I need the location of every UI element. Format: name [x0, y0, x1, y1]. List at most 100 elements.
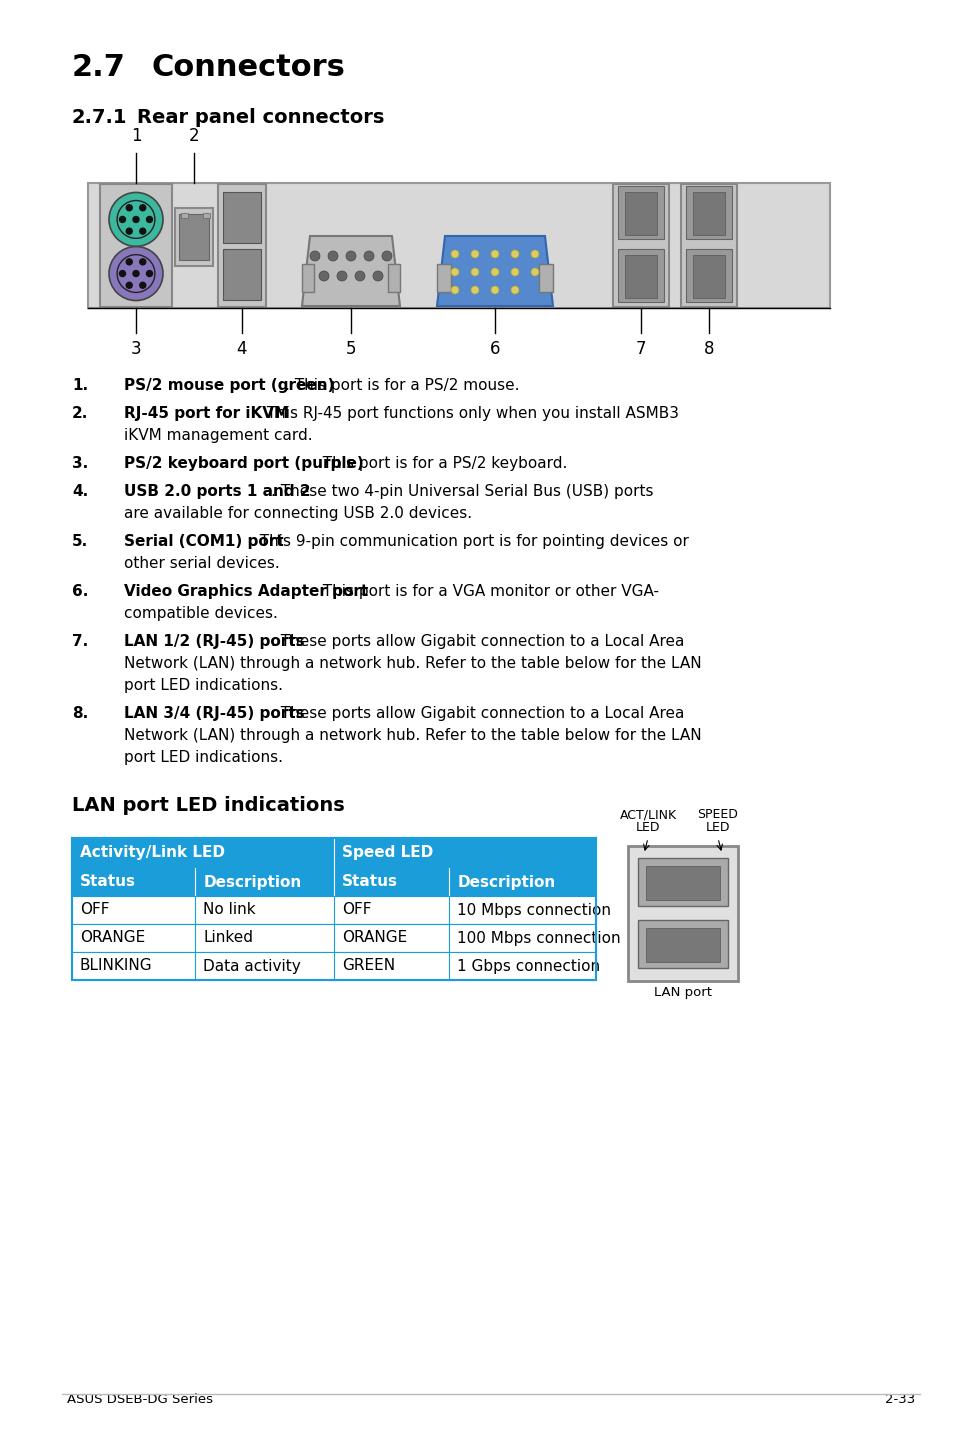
Bar	[71, 952, 596, 981]
Bar	[223, 193, 261, 243]
Text: . These two 4-pin Universal Serial Bus (USB) ports: . These two 4-pin Universal Serial Bus (…	[271, 485, 653, 499]
Bar	[618, 186, 663, 239]
Circle shape	[132, 270, 139, 276]
Text: LED: LED	[635, 821, 659, 834]
Text: LAN 1/2 (RJ-45) ports: LAN 1/2 (RJ-45) ports	[124, 634, 304, 649]
Text: Video Graphics Adapter port: Video Graphics Adapter port	[124, 584, 368, 600]
Circle shape	[451, 250, 458, 257]
Bar	[613, 184, 668, 306]
Text: ASUS DSEB-DG Series: ASUS DSEB-DG Series	[67, 1393, 213, 1406]
Circle shape	[126, 204, 132, 211]
Circle shape	[139, 204, 146, 211]
Circle shape	[491, 267, 498, 276]
Bar	[71, 869, 596, 896]
Circle shape	[139, 259, 146, 265]
Circle shape	[471, 250, 478, 257]
Circle shape	[119, 270, 126, 276]
Text: 7.: 7.	[71, 634, 89, 649]
Bar	[223, 249, 261, 301]
Text: Speed LED: Speed LED	[341, 846, 433, 860]
Bar	[71, 838, 596, 981]
Text: Data activity: Data activity	[203, 959, 300, 974]
Text: . This RJ-45 port functions only when you install ASMB3: . This RJ-45 port functions only when yo…	[256, 406, 679, 421]
Text: . These ports allow Gigabit connection to a Local Area: . These ports allow Gigabit connection t…	[271, 706, 683, 720]
Text: RJ-45 port for iKVM: RJ-45 port for iKVM	[124, 406, 289, 421]
Bar	[203, 213, 210, 219]
Bar	[685, 186, 731, 239]
Text: Network (LAN) through a network hub. Refer to the table below for the LAN: Network (LAN) through a network hub. Ref…	[124, 728, 700, 743]
Text: Description: Description	[456, 874, 555, 890]
Text: 2: 2	[189, 127, 199, 145]
Text: 1.: 1.	[71, 378, 88, 393]
Circle shape	[491, 250, 498, 257]
Text: 4: 4	[236, 339, 247, 358]
Bar	[624, 193, 657, 234]
Text: 1: 1	[131, 127, 141, 145]
Text: 7: 7	[635, 339, 645, 358]
Circle shape	[126, 259, 132, 265]
Circle shape	[511, 250, 518, 257]
Bar	[685, 249, 731, 302]
Circle shape	[471, 286, 478, 293]
Circle shape	[381, 252, 392, 262]
Bar	[638, 920, 727, 968]
Circle shape	[373, 270, 382, 280]
Text: 2.: 2.	[71, 406, 89, 421]
Text: GREEN: GREEN	[341, 959, 395, 974]
Circle shape	[355, 270, 365, 280]
Circle shape	[119, 217, 126, 223]
Text: ACT/LINK: ACT/LINK	[618, 808, 676, 821]
Bar	[627, 846, 738, 981]
Bar	[218, 184, 266, 306]
Text: ORANGE: ORANGE	[80, 930, 145, 946]
Text: . This port is for a VGA monitor or other VGA-: . This port is for a VGA monitor or othe…	[313, 584, 659, 600]
Polygon shape	[436, 236, 553, 306]
Text: BLINKING: BLINKING	[80, 959, 152, 974]
Circle shape	[511, 267, 518, 276]
Text: 5: 5	[345, 339, 355, 358]
Circle shape	[531, 267, 538, 276]
Bar	[538, 265, 553, 292]
Bar	[645, 866, 720, 900]
Bar	[71, 896, 596, 925]
Circle shape	[491, 286, 498, 293]
Circle shape	[147, 270, 152, 276]
Text: Rear panel connectors: Rear panel connectors	[137, 108, 384, 127]
Circle shape	[139, 282, 146, 288]
Text: iKVM management card.: iKVM management card.	[124, 429, 313, 443]
Text: LAN port LED indications: LAN port LED indications	[71, 797, 344, 815]
Text: other serial devices.: other serial devices.	[124, 557, 279, 571]
Circle shape	[531, 250, 538, 257]
Circle shape	[364, 252, 374, 262]
Text: PS/2 keyboard port (purple): PS/2 keyboard port (purple)	[124, 456, 363, 472]
Text: Status: Status	[80, 874, 136, 890]
Bar	[618, 249, 663, 302]
Circle shape	[109, 193, 163, 246]
Text: 3: 3	[131, 339, 141, 358]
Bar	[71, 838, 596, 869]
Text: 6.: 6.	[71, 584, 89, 600]
Circle shape	[451, 267, 458, 276]
Text: PS/2 mouse port (green): PS/2 mouse port (green)	[124, 378, 335, 393]
Text: 8.: 8.	[71, 706, 89, 720]
Circle shape	[511, 286, 518, 293]
Text: Description: Description	[203, 874, 301, 890]
Text: Activity/Link LED: Activity/Link LED	[80, 846, 225, 860]
Text: LED: LED	[705, 821, 729, 834]
Bar	[100, 184, 172, 306]
Circle shape	[318, 270, 329, 280]
Bar	[436, 265, 451, 292]
Text: SPEED: SPEED	[697, 808, 738, 821]
Bar	[181, 213, 188, 219]
Text: LAN port: LAN port	[654, 986, 711, 999]
Text: OFF: OFF	[80, 903, 110, 917]
Bar	[88, 183, 829, 308]
Circle shape	[451, 286, 458, 293]
Circle shape	[310, 252, 319, 262]
Circle shape	[109, 246, 163, 301]
Text: 2-33: 2-33	[883, 1393, 914, 1406]
Bar	[638, 858, 727, 906]
Circle shape	[336, 270, 347, 280]
Text: Status: Status	[341, 874, 397, 890]
Text: 1 Gbps connection: 1 Gbps connection	[456, 959, 599, 974]
